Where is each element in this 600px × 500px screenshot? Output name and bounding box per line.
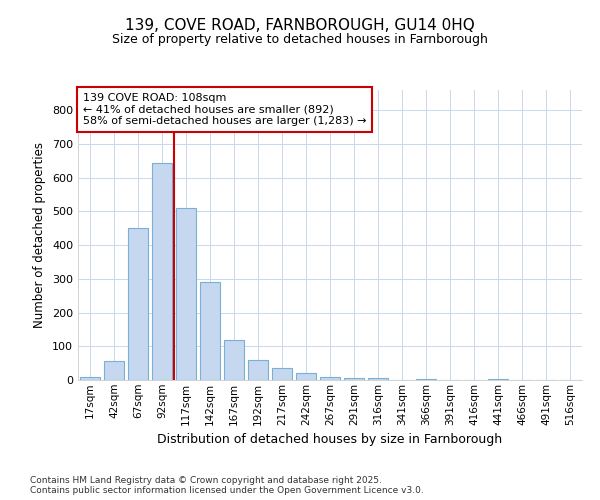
Bar — [320, 378, 340, 380]
Bar — [176, 208, 196, 380]
Bar — [224, 340, 244, 380]
Text: 139, COVE ROAD, FARNBOROUGH, GU14 0HQ: 139, COVE ROAD, FARNBOROUGH, GU14 0HQ — [125, 18, 475, 32]
Text: Size of property relative to detached houses in Farnborough: Size of property relative to detached ho… — [112, 32, 488, 46]
Bar — [488, 379, 508, 380]
Text: 139 COVE ROAD: 108sqm
← 41% of detached houses are smaller (892)
58% of semi-det: 139 COVE ROAD: 108sqm ← 41% of detached … — [83, 93, 367, 126]
Bar — [128, 228, 148, 380]
Text: Contains HM Land Registry data © Crown copyright and database right 2025.
Contai: Contains HM Land Registry data © Crown c… — [30, 476, 424, 495]
Bar — [248, 360, 268, 380]
Bar — [272, 368, 292, 380]
Bar — [416, 378, 436, 380]
Bar — [104, 362, 124, 380]
Y-axis label: Number of detached properties: Number of detached properties — [34, 142, 46, 328]
Bar — [296, 374, 316, 380]
Bar — [368, 378, 388, 380]
Bar — [152, 163, 172, 380]
Bar — [200, 282, 220, 380]
Bar — [80, 376, 100, 380]
Bar — [344, 378, 364, 380]
X-axis label: Distribution of detached houses by size in Farnborough: Distribution of detached houses by size … — [157, 433, 503, 446]
